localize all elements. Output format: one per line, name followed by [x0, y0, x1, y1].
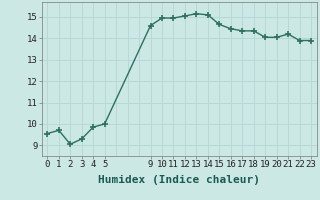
X-axis label: Humidex (Indice chaleur): Humidex (Indice chaleur) — [98, 175, 260, 185]
